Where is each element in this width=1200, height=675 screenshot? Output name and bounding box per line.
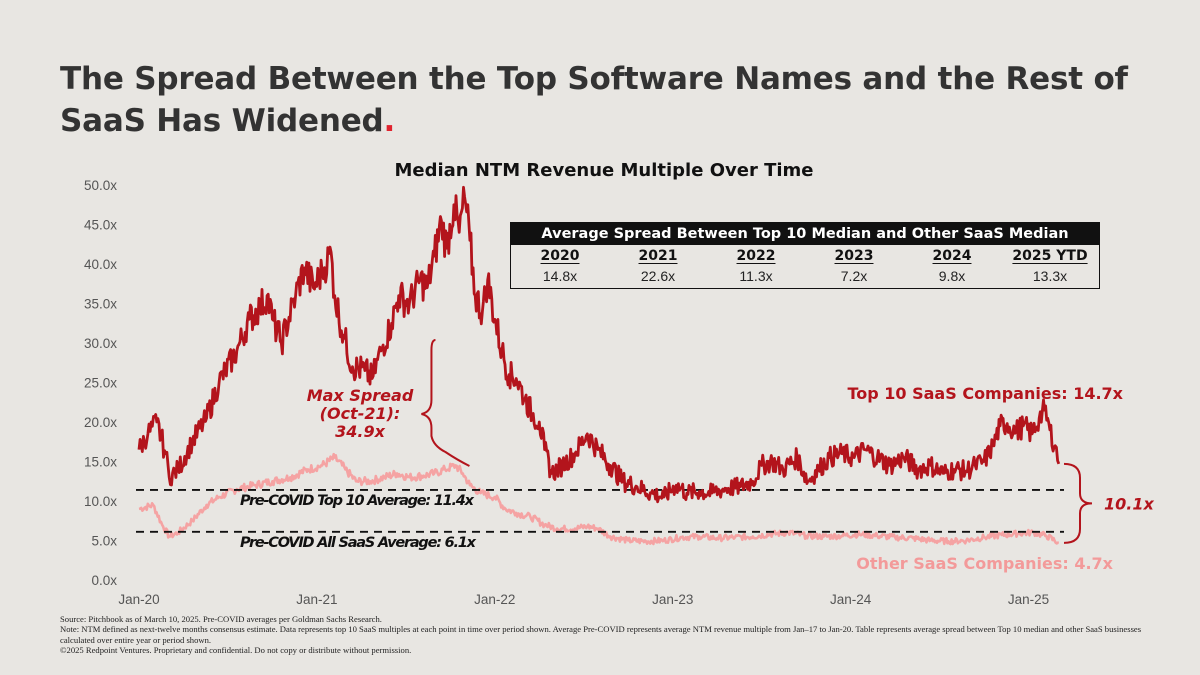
max-spread-label: (Oct-21): — [320, 404, 401, 423]
spread-value: 9.8x — [938, 268, 966, 284]
current-spread-brace — [1063, 462, 1093, 544]
spread-value: 13.3x — [1032, 268, 1068, 284]
spread-col-header: 2025 YTD — [1012, 248, 1088, 264]
y-tick-label: 45.0x — [84, 218, 117, 233]
series-label-other-saas: Other SaaS Companies: 4.7x — [856, 554, 1113, 573]
max-spread-label: Max Spread — [307, 386, 414, 405]
spread-col-header: 2020 — [540, 248, 580, 264]
spread-table-title: Average Spread Between Top 10 Median and… — [511, 223, 1099, 245]
footnote-copyright: ©2025 Redpoint Ventures. Proprietary and… — [60, 645, 412, 656]
spread-table-grid: 2020 2021 2022 2023 2024 2025 YTD 14.8x … — [511, 245, 1099, 286]
spread-col-header: 2024 — [932, 248, 972, 264]
max-spread-brace — [421, 339, 470, 467]
spread-value: 22.6x — [640, 268, 676, 284]
y-tick-label: 50.0x — [84, 178, 117, 193]
page-title: The Spread Between the Top Software Name… — [60, 58, 1140, 142]
spread-value: 11.3x — [739, 268, 773, 284]
max-spread-label: 34.9x — [335, 422, 385, 441]
current-spread-label: 10.1x — [1104, 494, 1154, 513]
x-tick-label: Jan-22 — [474, 592, 515, 607]
y-tick-label: 20.0x — [84, 415, 117, 430]
x-tick-label: Jan-24 — [830, 592, 872, 607]
y-tick-label: 30.0x — [84, 336, 117, 351]
spread-col-header: 2021 — [638, 248, 678, 264]
footnote-source: Source: Pitchbook as of March 10, 2025. … — [60, 614, 382, 624]
series-line-top-10 — [137, 185, 1061, 504]
y-tick-label: 40.0x — [84, 257, 117, 272]
spread-table: Average Spread Between Top 10 Median and… — [510, 222, 1100, 289]
y-tick-label: 35.0x — [84, 297, 117, 312]
y-tick-label: 15.0x — [84, 455, 117, 470]
reference-line-label: Pre-COVID All SaaS Average: 6.1x — [240, 535, 477, 551]
spread-col-header: 2022 — [736, 248, 776, 264]
x-tick-label: Jan-25 — [1008, 592, 1049, 607]
footnote-note: Note: NTM defined as next-twelve months … — [60, 624, 1142, 645]
x-tick-label: Jan-20 — [118, 592, 159, 607]
y-tick-label: 5.0x — [91, 534, 117, 549]
page-title-text: The Spread Between the Top Software Name… — [60, 61, 1128, 139]
x-tick-label: Jan-23 — [652, 592, 693, 607]
spread-table-header-row: 2020 2021 2022 2023 2024 2025 YTD — [511, 245, 1099, 266]
x-tick-label: Jan-21 — [296, 592, 337, 607]
spread-value: 7.2x — [840, 268, 868, 284]
chart-title: Median NTM Revenue Multiple Over Time — [394, 160, 814, 181]
spread-value: 14.8x — [542, 268, 578, 284]
footnotes: Source: Pitchbook as of March 10, 2025. … — [60, 614, 1150, 656]
y-tick-label: 25.0x — [84, 376, 117, 391]
spread-table-value-row: 14.8x 22.6x 11.3x 7.2x 9.8x 13.3x — [511, 266, 1099, 286]
y-tick-label: 10.0x — [84, 494, 117, 509]
y-tick-label: 0.0x — [91, 573, 117, 588]
series-label-top-10: Top 10 SaaS Companies: 14.7x — [847, 384, 1123, 403]
spread-col-header: 2023 — [834, 248, 874, 264]
title-accent-dot: . — [383, 103, 396, 139]
reference-line-label: Pre-COVID Top 10 Average: 11.4x — [240, 493, 475, 509]
